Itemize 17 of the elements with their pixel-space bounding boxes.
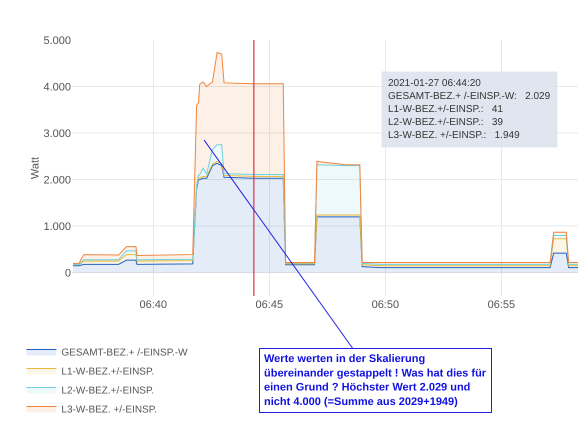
legend-label: GESAMT-BEZ.+ /-EINSP.-W <box>61 347 188 358</box>
x-tick-label: 06:50 <box>372 299 400 311</box>
y-axis-title: Watt <box>29 156 42 180</box>
x-tick-label: 06:40 <box>140 299 168 311</box>
annotation: 2021-01-27 06:44:20 GESAMT-BEZ.+ /-EINSP.-W: 2.029 L1-W-BEZ.+/-EINSP.: 41 L2-W-BEZ.+/-EINSP.: 39 L3-W-BEZ. +/-EINSP.: 1.949 <box>388 78 551 141</box>
text: Werte werten in der Skalierung übereinander gestappelt ! Was hat dies für einen Grund ? Höchster Wert 2.029 und nicht 4.000 (=Summe aus 2029+1949) <box>264 353 487 408</box>
y-tick-label: 1.000 <box>43 221 71 234</box>
legend-label: L1-W-BEZ.+/-EINSP. <box>61 366 154 378</box>
legend-label: L2-W-BEZ.+/-EINSP. <box>61 385 154 396</box>
y-tick-label: 2.000 <box>43 174 71 186</box>
y-tick-label: 3.000 <box>43 128 71 140</box>
x-tick-label: 06:55 <box>488 299 516 311</box>
y-tick-label: 5.000 <box>43 34 71 47</box>
x-tick-label: 06:45 <box>256 299 284 311</box>
legend-label: L3-W-BEZ. +/-EINSP. <box>61 404 157 416</box>
y-tick-label: 4.000 <box>43 81 71 94</box>
y-tick-label: 0 <box>64 268 71 280</box>
